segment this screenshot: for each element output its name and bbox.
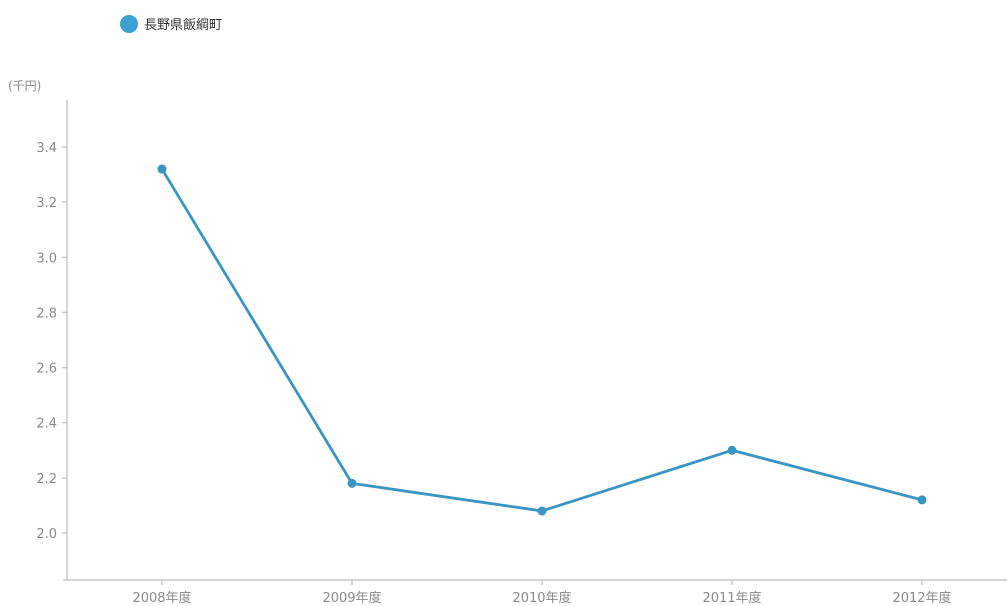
data-point [727,445,737,455]
legend: 長野県飯綱町 [120,15,222,33]
y-tick-label: 2.4 [36,417,57,432]
x-tick-label: 2010年度 [512,590,571,606]
y-tick-label: 3.4 [36,141,57,156]
series-line [160,167,924,513]
y-tick-label: 2.0 [36,527,57,542]
y-tick-label: 3.0 [36,251,57,266]
legend-marker [120,15,138,33]
x-axis-ticks: 2008年度 2009年度 2010年度 2011年度 2012年度 [132,580,952,606]
y-tick-label: 2.8 [36,306,57,321]
x-tick-label: 2008年度 [132,590,191,606]
y-axis-ticks: 2.0 2.2 2.4 2.6 2.8 3.0 3.2 3.4 [36,141,67,542]
y-tick-label: 2.6 [36,362,57,377]
data-point [537,506,547,516]
x-tick-label: 2011年度 [702,590,761,606]
y-tick-label: 3.2 [36,196,57,211]
data-point [917,495,927,505]
y-tick-label: 2.2 [36,472,57,487]
x-tick-label: 2012年度 [892,590,951,606]
legend-label: 長野県飯綱町 [144,18,222,33]
y-axis-unit-label: (千円) [8,79,41,93]
x-tick-label: 2009年度 [322,590,381,606]
series-layer [157,164,927,516]
data-point [157,164,167,174]
axes [63,100,1007,581]
data-point [347,478,357,488]
